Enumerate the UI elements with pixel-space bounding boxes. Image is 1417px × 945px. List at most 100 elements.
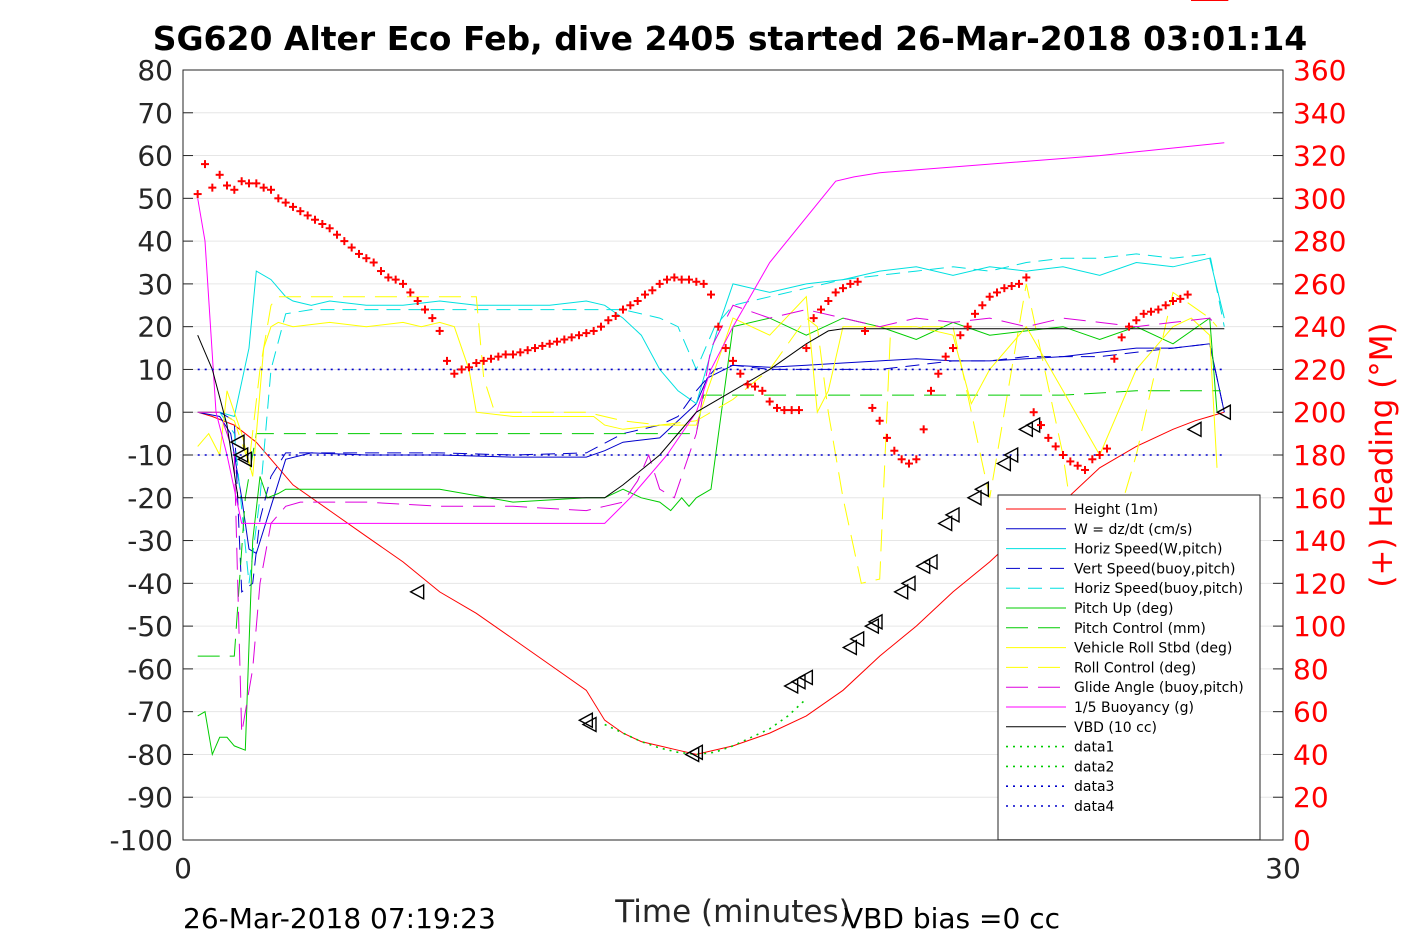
left-tick-label: -80 [127, 738, 173, 771]
heading-point [809, 314, 818, 323]
heading-point [1147, 307, 1155, 316]
heading-point [919, 425, 928, 434]
heading-point [648, 286, 657, 295]
depth-triangle-marker [966, 489, 982, 506]
heading-point [897, 455, 906, 464]
heading-point [875, 416, 884, 425]
heading-point [575, 331, 583, 340]
heading-point [1007, 282, 1016, 291]
heading-point [1000, 284, 1009, 293]
heading-point [655, 279, 664, 288]
right-axis-label: (+) Heading (°M) [1364, 322, 1400, 587]
series-line-vert-speed-buoy-pitch [197, 343, 1225, 593]
series-line-glide-angle-buoy-pitch [197, 304, 1218, 734]
heading-point [758, 386, 767, 395]
heading-point [993, 288, 1001, 297]
heading-point [677, 275, 686, 284]
x-axis-label: Time (minutes) [614, 894, 850, 930]
depth-triangle-marker [900, 575, 916, 592]
heading-point [1154, 305, 1163, 314]
heading-point [421, 305, 429, 314]
depth-triangle-marker [797, 669, 814, 686]
depth-triangle-marker [687, 744, 704, 761]
heading-point [281, 198, 290, 207]
heading-point [325, 224, 334, 233]
heading-point [201, 160, 209, 169]
heading-point [589, 326, 598, 335]
heading-point [362, 254, 371, 263]
left-axis: 80 70 60 50 40 30 20 10 0 -10 -20 -30 -40 -50 -60 -70 -8… [109, 54, 193, 857]
left-tick-label: -100 [109, 824, 173, 857]
series-line-vehicle-roll-stbd-deg [197, 295, 1218, 477]
depth-triangle-marker [922, 553, 938, 571]
heading-point [516, 348, 525, 357]
heading-point [765, 397, 774, 406]
chart-title: SG620 Alter Eco Feb, dive 2405 started 2… [153, 19, 1308, 58]
heading-point [604, 316, 613, 325]
heading-point [626, 301, 635, 310]
heading-point [787, 406, 796, 415]
heading-point [443, 356, 451, 365]
heading-point [377, 267, 385, 276]
heading-point [1073, 461, 1082, 470]
legend-label-roll-control-deg: Roll Control (deg) [1074, 660, 1196, 676]
right-tick-label: 340 [1293, 97, 1346, 130]
heading-point [1029, 408, 1038, 417]
series-line-pitch-control-mm [197, 390, 1221, 657]
heading-point [567, 333, 576, 342]
heading-point [729, 356, 737, 365]
right-tick-label: 240 [1293, 311, 1346, 344]
legend-label-vbd-10-cc: VBD (10 cc) [1074, 720, 1157, 736]
heading-point [751, 382, 759, 391]
heading-point [208, 183, 217, 192]
left-tick-label: 30 [137, 268, 173, 301]
left-tick-label: -60 [127, 653, 173, 686]
heading-point [817, 305, 825, 314]
series-line-w-dz-dt-cm-s [197, 343, 1225, 555]
heading-point [582, 329, 591, 338]
right-tick-label: 80 [1293, 653, 1329, 686]
heading-point [773, 403, 781, 412]
series-line-pitch-up-deg [197, 317, 1218, 757]
heading-point [369, 258, 378, 267]
right-tick-label: 220 [1293, 353, 1346, 386]
series-line-roll-control-deg [197, 283, 1218, 584]
heading-point [553, 337, 561, 346]
series-line-horiz-speed-w-pitch [197, 257, 1225, 418]
heading-point [978, 301, 987, 310]
heading-point [802, 344, 811, 353]
depth-triangle-marker [236, 451, 253, 468]
heading-point [949, 344, 957, 353]
left-tick-label: -90 [127, 781, 173, 814]
heading-point [399, 279, 407, 288]
heading-point [501, 350, 510, 359]
depth-triangle-marker [973, 481, 990, 498]
heading-point [831, 288, 840, 297]
heading-point [912, 455, 921, 464]
left-tick-label: -40 [127, 567, 173, 600]
heading-point [1183, 290, 1192, 299]
heading-point [472, 359, 481, 368]
right-tick-label: 60 [1293, 696, 1329, 729]
heading-point [465, 363, 473, 372]
left-tick-label: 10 [137, 353, 173, 386]
heading-point [333, 230, 341, 239]
depth-triangle-marker [1017, 421, 1034, 438]
footer-vbd-bias: VBD bias =0 cc [844, 902, 1060, 935]
right-tick-label: 360 [1293, 54, 1346, 87]
heading-point [487, 354, 495, 363]
heading-point [538, 341, 547, 350]
heading-point [450, 369, 459, 378]
heading-point [318, 220, 327, 228]
right-tick-label: 140 [1293, 525, 1346, 558]
heading-point [985, 292, 994, 301]
heading-point [1176, 294, 1185, 303]
heading-point [883, 433, 891, 442]
legend-label-1-5-buoyancy-g: 1/5 Buoyancy (g) [1074, 700, 1194, 716]
depth-triangle-marker [915, 558, 931, 575]
left-tick-label: 50 [137, 182, 173, 215]
legend-label-horiz-speed-buoy-pitch: Horiz Speed(buoy,pitch) [1074, 581, 1243, 597]
heading-point [479, 356, 488, 365]
heading-point [1132, 316, 1141, 325]
series-line-vbd-10-cc [197, 328, 1225, 499]
